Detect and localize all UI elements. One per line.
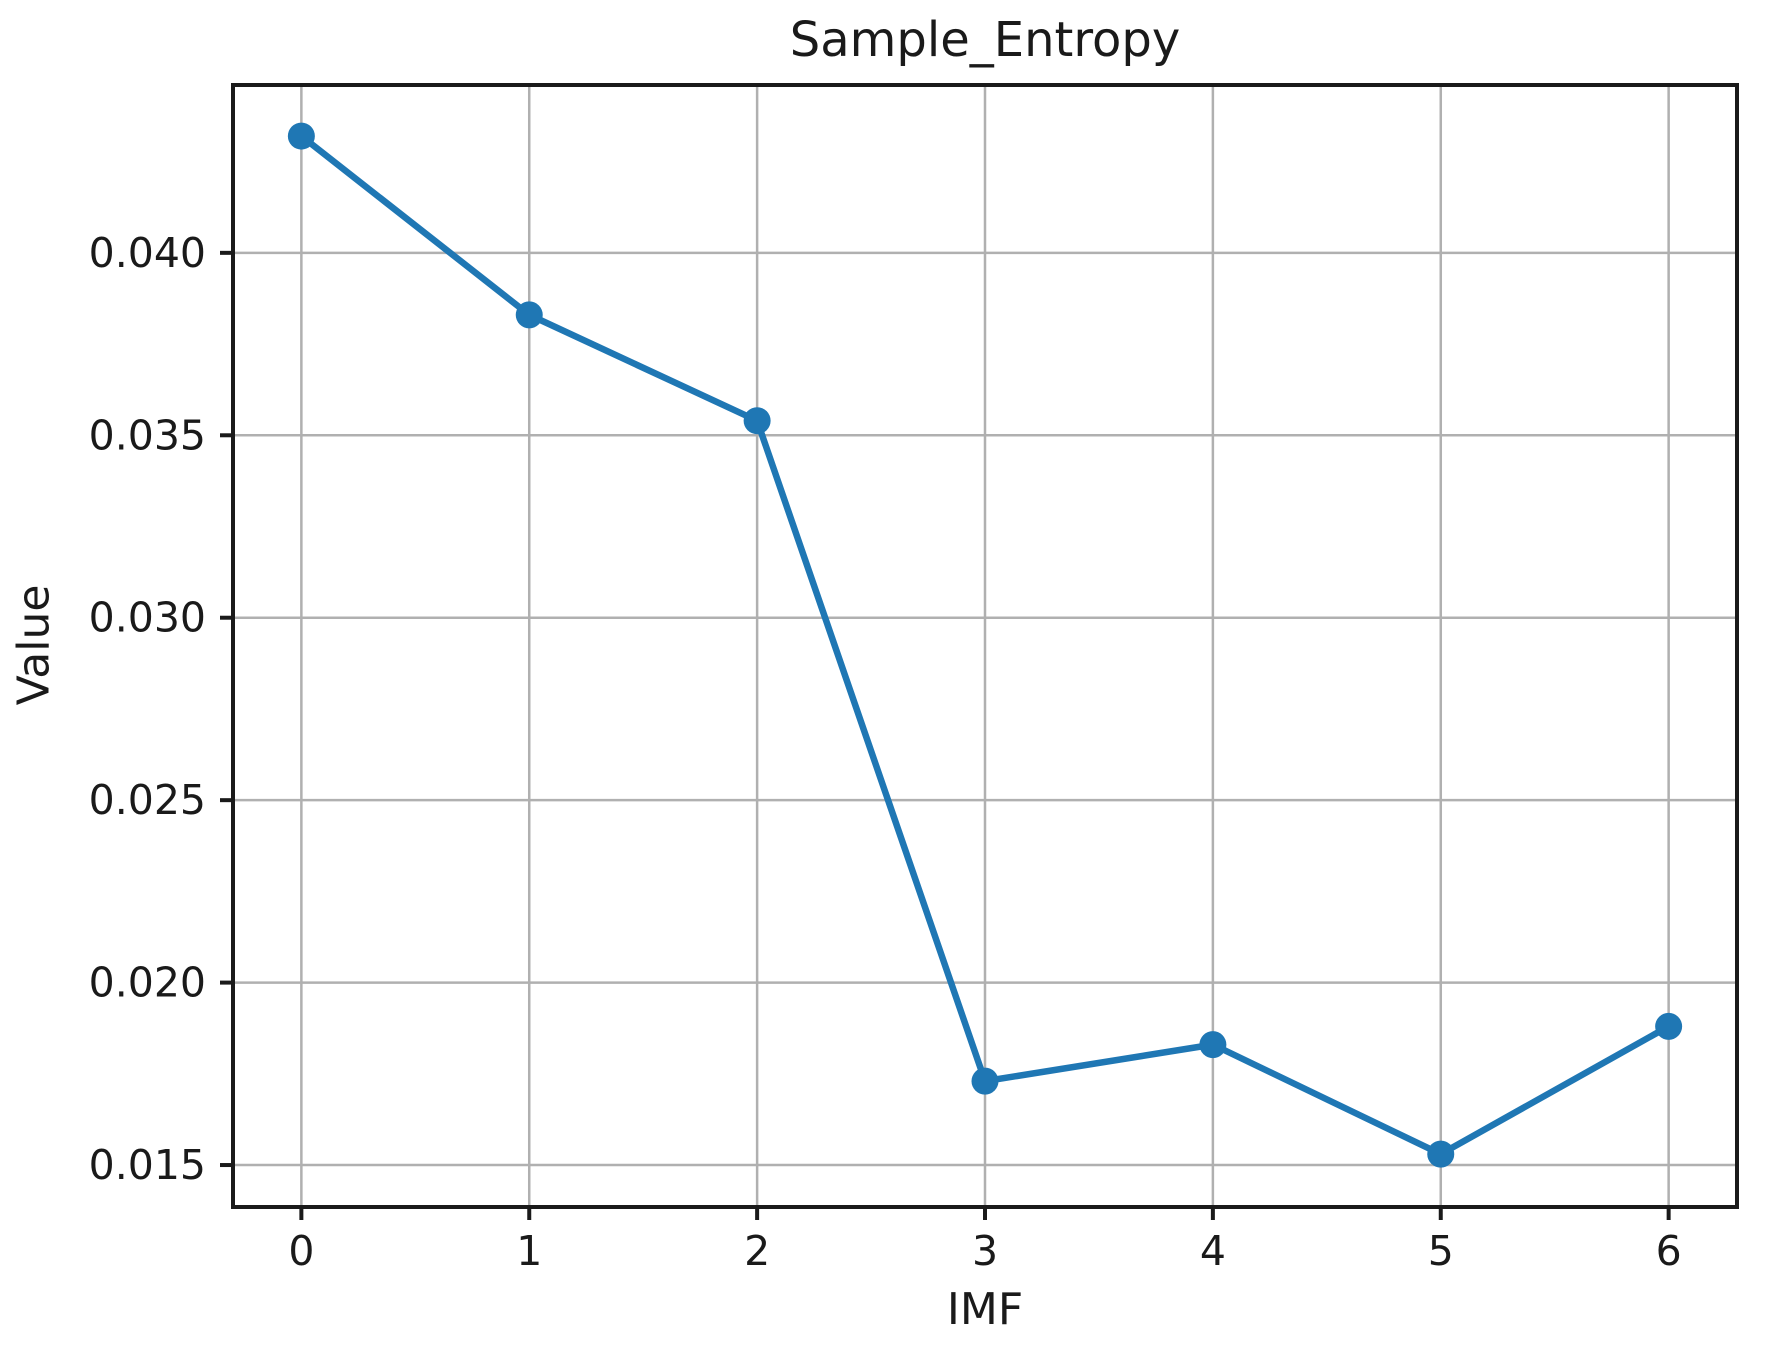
x-tick-label: 0: [288, 1227, 314, 1275]
y-tick-label: 0.025: [89, 776, 206, 824]
x-axis-label: IMF: [946, 1284, 1024, 1335]
y-tick-label: 0.020: [89, 959, 206, 1007]
x-tick-label: 5: [1428, 1227, 1454, 1275]
y-tick-label: 0.040: [89, 229, 206, 277]
x-tick-label: 6: [1656, 1227, 1682, 1275]
data-point-marker: [743, 407, 771, 435]
data-point-marker: [1655, 1012, 1683, 1040]
data-point-marker: [1199, 1031, 1227, 1059]
x-tick-label: 4: [1200, 1227, 1226, 1275]
y-tick-label: 0.035: [89, 411, 206, 459]
y-tick-label: 0.030: [89, 594, 206, 642]
x-tick-label: 3: [972, 1227, 998, 1275]
y-axis-label: Value: [8, 584, 60, 706]
x-tick-label: 1: [516, 1227, 542, 1275]
data-point-marker: [1427, 1140, 1455, 1168]
x-tick-label: 2: [744, 1227, 770, 1275]
data-point-marker: [515, 301, 543, 329]
data-point-marker: [287, 122, 315, 150]
y-tick-label: 0.015: [89, 1141, 206, 1189]
data-point-marker: [971, 1067, 999, 1095]
chart-title: Sample_Entropy: [789, 12, 1181, 68]
